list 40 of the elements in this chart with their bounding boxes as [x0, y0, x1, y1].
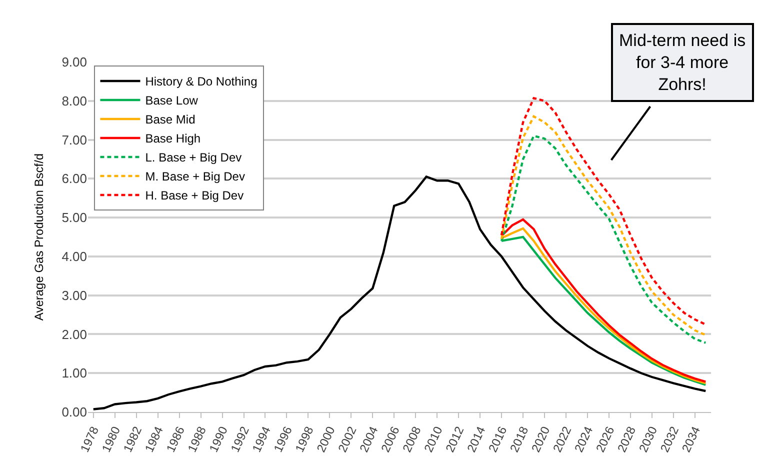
- x-tick-label: 1978: [78, 424, 102, 454]
- x-tick-label: 2030: [636, 424, 660, 454]
- x-tick-label: 2032: [658, 424, 682, 454]
- legend-label: H. Base + Big Dev: [145, 188, 244, 203]
- x-tick-label: 1982: [120, 424, 145, 454]
- legend-label: Base Mid: [145, 112, 196, 127]
- legend-label: L. Base + Big Dev: [145, 150, 242, 165]
- legend-label: Base High: [145, 132, 201, 146]
- x-tick-label: 2000: [314, 424, 338, 454]
- y-tick-label: 6.00: [62, 171, 87, 186]
- x-tick-label: 2034: [679, 424, 704, 454]
- x-tick-label: 1980: [99, 424, 124, 454]
- y-tick-label: 5.00: [62, 210, 87, 226]
- x-tick-label: 2010: [421, 424, 446, 454]
- x-tick-label: 2012: [442, 424, 467, 454]
- y-tick-label: 4.00: [62, 248, 87, 264]
- x-tick-label: 2018: [507, 424, 532, 454]
- x-tick-label: 2028: [614, 424, 639, 454]
- x-tick-label: 2020: [528, 424, 553, 454]
- x-tick-label: 2006: [378, 424, 402, 454]
- y-tick-label: 1.00: [62, 366, 87, 381]
- x-tick-label: 2014: [464, 424, 488, 454]
- x-tick-label: 2022: [550, 424, 574, 454]
- annotation: Mid-term need is for 3-4 more Zohrs!: [619, 31, 746, 94]
- y-tick-label: 8.00: [62, 93, 87, 108]
- x-tick-label: 2016: [486, 424, 510, 454]
- y-tick-label: 0.00: [62, 404, 87, 420]
- y-tick-label: 9.00: [62, 54, 87, 70]
- y-tick-label: 2.00: [62, 326, 87, 342]
- x-tick-label: 2004: [356, 424, 381, 454]
- x-tick-label: 2026: [593, 424, 618, 454]
- y-tick-label: 3.00: [62, 288, 87, 303]
- x-tick-label: 2002: [335, 424, 360, 454]
- y-tick-label: 7.00: [62, 132, 87, 148]
- legend-label: M. Base + Big Dev: [145, 170, 245, 184]
- y-axis-title: Average Gas Production Bscf/d: [32, 153, 46, 321]
- x-tick-label: 2008: [400, 424, 424, 454]
- legend-label: History & Do Nothing: [145, 74, 258, 89]
- x-tick-label: 2024: [572, 424, 596, 454]
- legend-label: Base Low: [145, 94, 198, 108]
